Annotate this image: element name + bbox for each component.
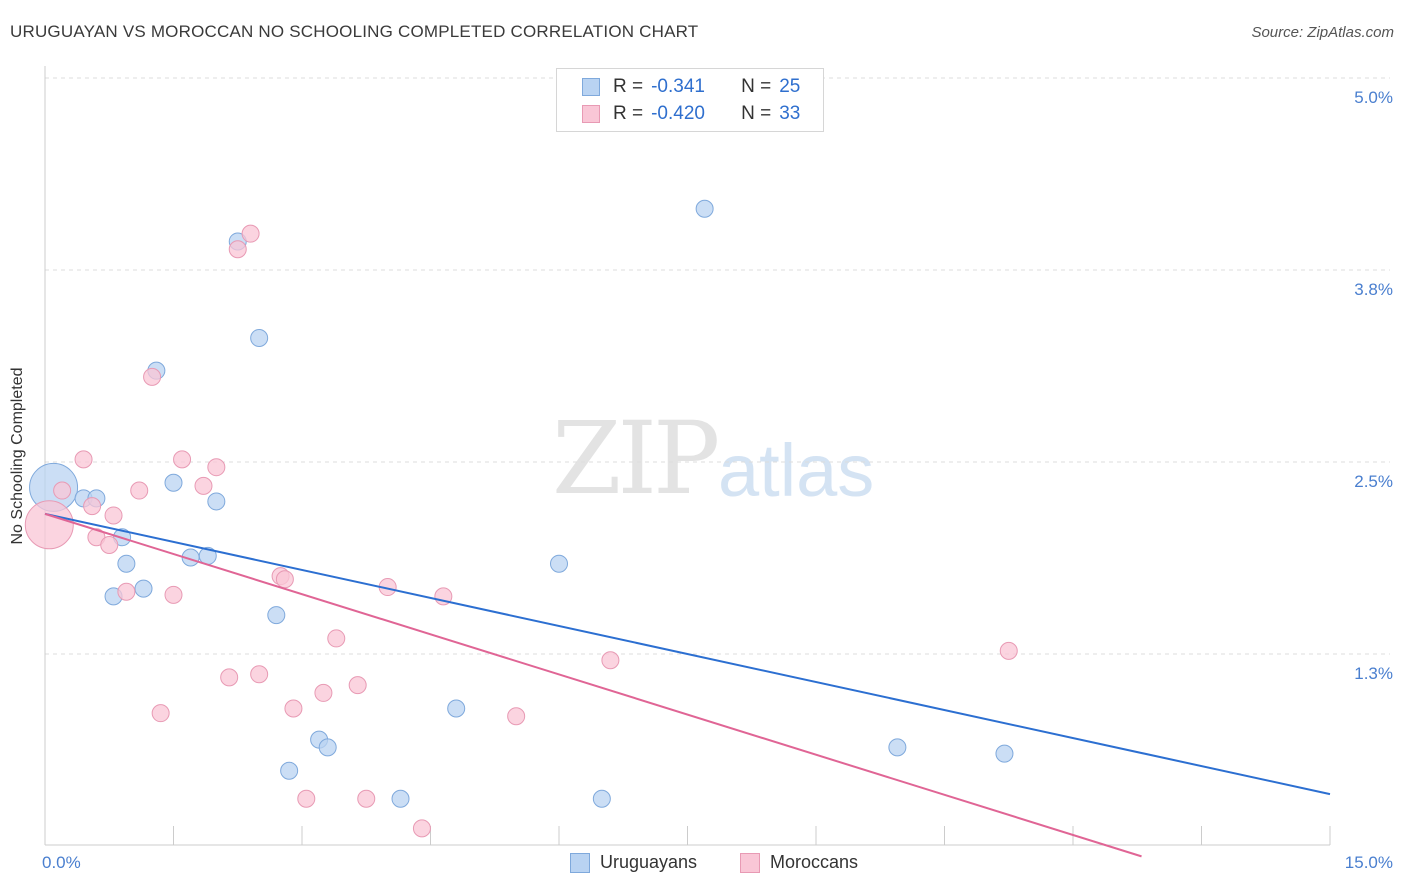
moroccans-point xyxy=(357,789,376,808)
moroccans-point xyxy=(130,481,149,500)
y-tick-label: 1.3% xyxy=(1354,664,1393,683)
moroccans-point xyxy=(74,450,93,469)
x-tick-label: 15.0% xyxy=(1344,853,1393,872)
moroccans-trend-line xyxy=(44,512,1142,858)
n-value: 33 xyxy=(779,103,801,124)
moroccans-point xyxy=(507,707,526,726)
moroccans-point xyxy=(241,224,260,243)
y-tick-label: 3.8% xyxy=(1354,280,1393,299)
moroccans-point xyxy=(275,570,294,589)
x-tick-label: 0.0% xyxy=(42,853,81,872)
uruguayans-point xyxy=(550,554,568,573)
legend-swatch-moroccans xyxy=(740,852,760,873)
uruguayans-point xyxy=(134,579,153,598)
moroccans-point xyxy=(220,668,239,687)
stats-row-moroccans: R = -0.420 N = 33 xyxy=(557,100,800,128)
r-value: -0.420 xyxy=(651,103,705,124)
n-value: 25 xyxy=(779,76,801,97)
moroccans-point xyxy=(228,240,247,259)
moroccans-point xyxy=(194,476,213,495)
uruguayans-point xyxy=(447,699,466,718)
uruguayans-point xyxy=(318,738,337,757)
moroccans-point xyxy=(999,641,1018,660)
source-label: Source: ZipAtlas.com xyxy=(1251,24,1394,41)
uruguayans-point xyxy=(888,738,907,757)
moroccans-point xyxy=(297,789,316,808)
moroccans-point xyxy=(348,676,367,695)
watermark-atlas: atlas xyxy=(718,429,875,512)
y-tick-label: 5.0% xyxy=(1354,88,1393,107)
moroccans-point xyxy=(250,665,269,684)
stats-row-uruguayans: R = -0.341 N = 25 xyxy=(557,73,800,101)
moroccans-swatch xyxy=(582,105,600,123)
n-label: N = xyxy=(741,76,772,97)
legend-label: Moroccans xyxy=(770,852,859,872)
moroccans-point xyxy=(100,536,119,555)
uruguayans-point xyxy=(695,199,714,218)
uruguayans-point xyxy=(207,492,226,511)
moroccans-point xyxy=(173,450,192,469)
y-tick-label: 2.5% xyxy=(1354,472,1393,491)
r-label: R = xyxy=(613,76,644,97)
watermark-zip: ZIP xyxy=(552,400,720,517)
moroccans-point xyxy=(104,506,123,525)
uruguayans-point xyxy=(280,761,299,780)
n-label: N = xyxy=(741,103,772,124)
uruguayans-point xyxy=(164,473,183,492)
moroccans-point xyxy=(284,699,303,718)
moroccans-point xyxy=(143,367,162,386)
legend-item-moroccans[interactable]: Moroccans xyxy=(740,852,858,873)
legend-item-uruguayans[interactable]: Uruguayans xyxy=(570,852,697,873)
moroccans-point xyxy=(601,651,620,670)
uruguayans-point xyxy=(995,744,1014,763)
stats-box: R = -0.341 N = 25 R = -0.420 N = 33 xyxy=(556,68,824,132)
uruguayans-point xyxy=(592,789,611,808)
moroccans-point xyxy=(53,481,72,500)
legend-label: Uruguayans xyxy=(600,852,698,872)
chart-title: URUGUAYAN VS MOROCCAN NO SCHOOLING COMPL… xyxy=(10,22,699,41)
uruguayans-point xyxy=(117,554,136,573)
uruguayans-point xyxy=(250,328,269,347)
moroccans-point xyxy=(327,629,346,648)
moroccans-point xyxy=(117,582,136,601)
legend-swatch-uruguayans xyxy=(570,852,590,873)
legend: Uruguayans Moroccans xyxy=(0,852,1406,878)
moroccans-point xyxy=(164,585,183,604)
uruguayans-point xyxy=(267,606,286,625)
moroccans-point xyxy=(83,497,102,516)
moroccans-point xyxy=(412,819,431,838)
moroccans-point xyxy=(314,683,333,702)
uruguayans-point xyxy=(391,789,410,808)
moroccans-point xyxy=(24,500,74,550)
r-label: R = xyxy=(613,103,644,124)
moroccans-point xyxy=(151,704,170,723)
uruguayans-trend-line xyxy=(44,512,1331,796)
uruguayans-swatch xyxy=(582,78,600,96)
r-value: -0.341 xyxy=(651,76,705,97)
moroccans-point xyxy=(207,458,226,477)
